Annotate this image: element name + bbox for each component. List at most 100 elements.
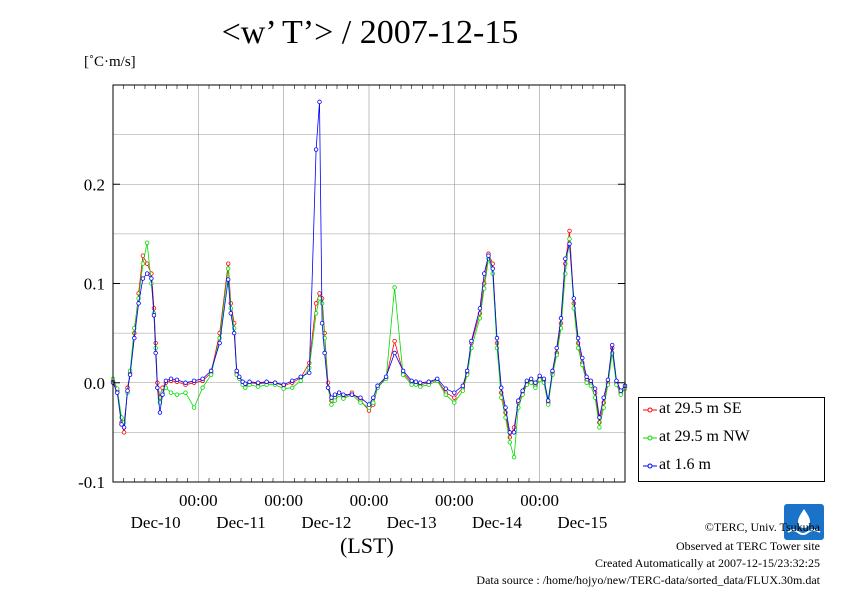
data-point [550,368,555,374]
data-point [567,241,572,246]
x-axis-label: (LST) [340,533,394,558]
legend-marker [643,463,657,469]
data-point [375,383,380,388]
data-point [322,350,327,356]
data-point [168,376,174,381]
data-point [614,378,619,383]
copyright-text: ©TERC, Univ. Tsukuba [704,520,820,534]
data-point [452,395,457,400]
data-point [121,430,127,435]
terc-logo-icon [784,504,824,540]
data-point [499,385,504,390]
data-point [597,425,602,430]
data-point [400,368,406,374]
data-point [317,291,322,296]
data-point [482,271,487,276]
data-point [247,379,252,384]
data-point [243,381,248,386]
legend-entry: at 29.5 m SE [639,399,824,423]
data-point [507,430,512,435]
data-point [127,372,133,378]
legend-entry: at 29.5 m NW [639,427,824,451]
date-label: Dec-14 [472,513,523,532]
data-point [546,398,551,403]
data-point [234,368,239,374]
data-point [140,276,146,281]
data-point [290,378,295,383]
data-point [460,383,466,388]
data-point [520,388,525,393]
data-point [255,384,261,389]
y-tick-label: -0.1 [78,473,105,492]
data-point [298,374,303,379]
data-point [392,350,397,356]
data-point [575,345,581,351]
data-point [329,402,334,407]
data-point [272,380,278,385]
data-point [541,376,547,381]
data-point [533,380,538,385]
date-label: Dec-10 [131,513,181,532]
data-point [486,253,491,258]
data-point [443,392,448,397]
data-point [255,380,261,385]
data-point [554,345,559,351]
data-point [225,266,231,271]
data-point [499,395,504,400]
x-tick-label: 00:00 [179,491,218,510]
data-point [580,355,585,361]
data-point [490,266,495,271]
data-point [477,306,483,311]
data-point [392,338,397,344]
data-point [443,386,448,391]
data-point [358,395,363,400]
data-point [208,372,214,378]
data-point [183,390,188,395]
y-tick-label: 0.2 [84,175,105,194]
data-point [426,379,431,384]
data-point [533,385,538,390]
data-point [313,311,319,316]
data-point [144,271,150,276]
data-point [464,368,470,374]
data-point [319,321,325,326]
data-point [332,398,338,403]
data-point [507,440,512,445]
data-point [494,335,500,341]
data-point [592,386,598,391]
data-point [317,99,322,105]
data-point [132,335,137,341]
data-point [528,380,534,385]
data-point [200,376,205,381]
data-point [119,422,124,427]
data-point [317,296,322,301]
data-point [575,335,581,341]
created-text: Created Automatically at 2007-12-15/23:3… [595,556,820,570]
data-point [290,385,295,390]
data-point [200,385,205,390]
data-point [217,340,222,346]
data-point [571,296,576,301]
data-point [503,405,508,410]
data-point [567,236,572,242]
data-point [409,382,414,387]
data-point [392,285,397,290]
data-point [400,372,406,378]
data-point [151,313,157,318]
data-point [183,380,188,385]
data-point [144,261,150,266]
data-point [567,228,572,234]
data-point [537,373,542,379]
observed-text: Observed at TERC Tower site [675,539,820,553]
data-point [588,383,594,388]
data-point [597,415,602,420]
grid [113,84,625,483]
data-point [307,370,312,376]
date-label: Dec-15 [557,513,607,532]
legend-entry: at 1.6 m [639,455,824,479]
data-point [610,342,615,348]
data-point [563,256,568,261]
series [110,99,628,460]
data-point [332,392,338,397]
